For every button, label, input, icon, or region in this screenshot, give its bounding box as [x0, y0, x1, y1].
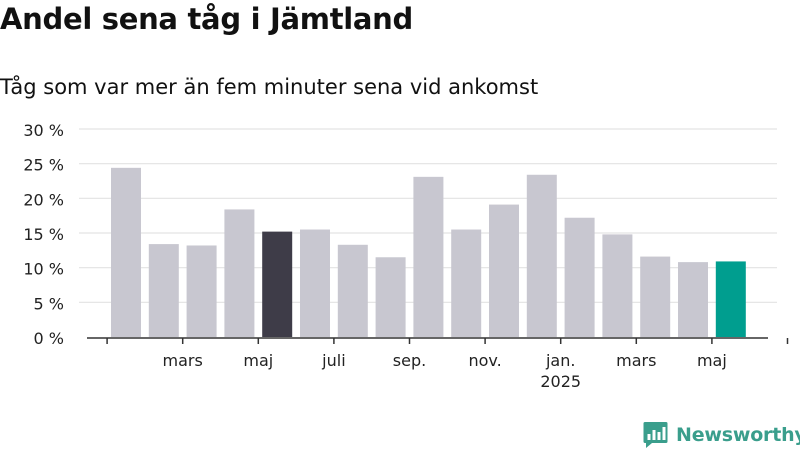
x-tick-label: sep.	[393, 351, 426, 370]
bar	[678, 262, 708, 337]
newsworthy-brand: Newsworthy	[643, 420, 800, 450]
y-tick-label: 15 %	[23, 225, 64, 244]
bar	[526, 174, 557, 337]
newsworthy-logo-icon	[643, 422, 668, 448]
bar	[111, 167, 141, 337]
bar	[186, 245, 217, 337]
bar	[375, 257, 406, 337]
bar	[602, 234, 633, 337]
bar	[489, 204, 519, 337]
x-tick-label: juli	[321, 351, 345, 370]
bar	[224, 209, 255, 337]
brand-name: Newsworthy	[676, 424, 800, 446]
bar	[413, 176, 444, 337]
bar	[300, 229, 330, 337]
x-tick-label: jan.	[545, 351, 575, 370]
y-tick-label: 20 %	[23, 190, 64, 209]
bar	[148, 244, 179, 337]
y-tick-label: 5 %	[34, 294, 64, 313]
chart-subtitle: Tåg som var mer än fem minuter sena vid …	[0, 75, 539, 99]
y-axis-tick-labels: 0 % 5 % 10 % 15 % 20 % 25 % 30 %	[23, 121, 64, 348]
bar	[640, 256, 671, 337]
x-tick-label: nov.	[468, 351, 501, 370]
x-tick-label: mars	[616, 351, 656, 370]
y-tick-label: 10 %	[23, 260, 64, 279]
x-tick-label: mars	[163, 351, 203, 370]
y-tick-label: 25 %	[23, 156, 64, 175]
bar	[715, 261, 746, 337]
chart-title: Andel sena tåg i Jämtland	[0, 2, 413, 36]
bar-chart: 0 % 5 % 10 % 15 % 20 % 25 % 30 % mars maj juli se…	[23, 121, 789, 391]
bars	[111, 167, 746, 337]
bar	[337, 244, 368, 337]
y-tick-label: 0 %	[34, 329, 64, 348]
x-tick-label: maj	[697, 351, 727, 370]
bar	[564, 217, 595, 337]
bar	[262, 231, 293, 337]
x-tick-sublabel: 2025	[540, 372, 581, 391]
bar	[451, 229, 482, 337]
y-tick-label: 30 %	[23, 121, 64, 140]
x-axis: mars maj juli sep. nov. jan. 2025 mars maj	[87, 337, 789, 391]
x-tick-label: maj	[243, 351, 273, 370]
